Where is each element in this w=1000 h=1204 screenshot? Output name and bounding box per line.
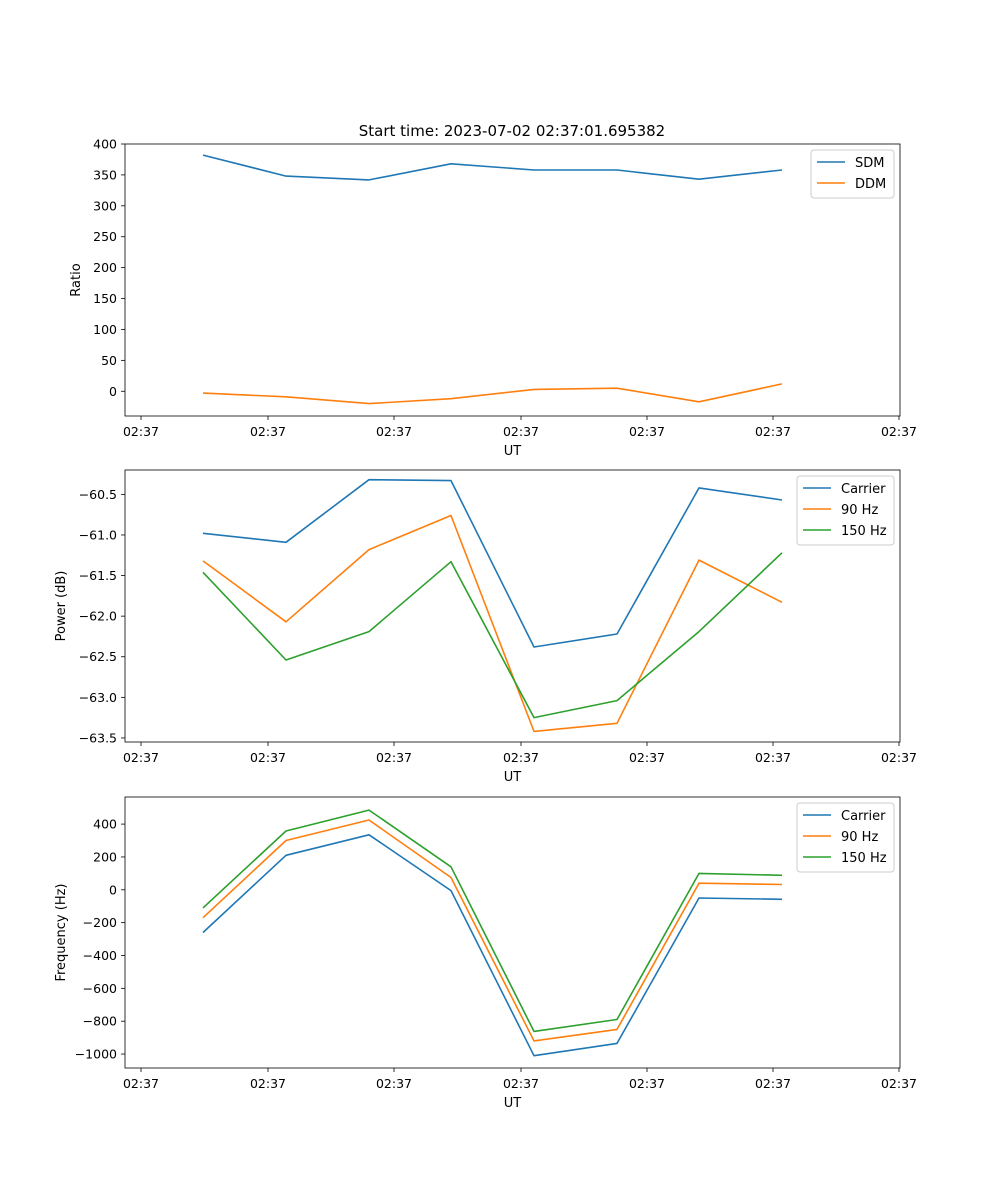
y-tick-label: −63.0 [79, 690, 117, 705]
axes-frame [124, 796, 901, 1069]
x-tick-label: 02:37 [123, 750, 159, 765]
x-axis-label: UT [504, 1096, 522, 1111]
legend-label: Carrier [841, 809, 886, 824]
y-tick-label: 150 [93, 291, 117, 306]
y-tick-label: −800 [83, 1014, 117, 1029]
y-tick-label: −61.0 [79, 527, 117, 542]
x-tick-label: 02:37 [881, 1076, 917, 1091]
series-line-ddm [202, 383, 783, 405]
y-tick-label: −62.5 [79, 649, 117, 664]
x-tick-label: 02:37 [629, 1076, 665, 1091]
y-tick-label: −62.0 [79, 609, 117, 624]
y-tick-label: 50 [101, 353, 117, 368]
legend [796, 475, 895, 546]
x-tick-label: 02:37 [123, 1076, 159, 1091]
series-line-90-hz [202, 514, 783, 733]
x-tick-label: 02:37 [376, 424, 412, 439]
power-panel: −63.5 −63.0 −62.5 −62.0 −61.5 −61.0 −60.5 02:37… [54, 469, 917, 785]
y-tick-label: 0 [109, 882, 117, 897]
axes-frame [124, 143, 901, 417]
series-line-sdm [202, 154, 783, 181]
y-tick-label: 400 [93, 137, 117, 152]
x-tick-label: 02:37 [755, 424, 791, 439]
y-tick-label: 300 [93, 198, 117, 213]
y-tick-label: 0 [109, 384, 117, 399]
x-tick-label: 02:37 [629, 750, 665, 765]
x-tick-label: 02:37 [376, 750, 412, 765]
legend-label: Carrier [841, 482, 886, 497]
y-tick-label: −61.5 [79, 568, 117, 583]
y-tick-label: 400 [93, 817, 117, 832]
y-axis-label: Ratio [69, 263, 84, 296]
x-tick-label: 02:37 [755, 1076, 791, 1091]
legend-label: 150 Hz [841, 851, 887, 866]
legend-label: DDM [855, 177, 886, 192]
series-line-150-hz [202, 552, 783, 719]
y-tick-label: 250 [93, 229, 117, 244]
legend-label: 90 Hz [841, 830, 878, 845]
series-line-90-hz [202, 819, 783, 1042]
x-tick-label: 02:37 [250, 1076, 286, 1091]
legend [796, 802, 895, 873]
y-tick-label: −400 [83, 948, 117, 963]
x-axis-label: UT [504, 770, 522, 785]
x-axis-label: UT [504, 444, 522, 459]
y-tick-label: −63.5 [79, 730, 117, 745]
ratio-panel: 0 50 100 150 200 250 300 350 400 02:37 02:37 02:37 0… [69, 137, 917, 460]
x-tick-label: 02:37 [503, 424, 539, 439]
x-tick-label: 02:37 [881, 424, 917, 439]
x-tick-label: 02:37 [250, 750, 286, 765]
x-tick-label: 02:37 [503, 750, 539, 765]
y-axis-label: Power (dB) [54, 571, 69, 642]
x-tick-label: 02:37 [629, 424, 665, 439]
y-tick-label: −60.5 [79, 487, 117, 502]
x-tick-label: 02:37 [123, 424, 159, 439]
y-tick-label: −200 [83, 915, 117, 930]
series-line-carrier [202, 478, 783, 648]
y-tick-label: 100 [93, 322, 117, 337]
series-line-carrier [202, 833, 783, 1057]
y-tick-label: −600 [83, 981, 117, 996]
x-tick-label: 02:37 [881, 750, 917, 765]
figure-title: Start time: 2023-07-02 02:37:01.695382 [359, 122, 665, 140]
x-tick-label: 02:37 [376, 1076, 412, 1091]
series-line-150-hz [202, 809, 783, 1033]
legend-label: SDM [855, 156, 884, 171]
x-tick-label: 02:37 [503, 1076, 539, 1091]
legend-label: 150 Hz [841, 524, 887, 539]
axes-frame [124, 469, 901, 743]
x-tick-label: 02:37 [755, 750, 791, 765]
y-tick-label: 350 [93, 167, 117, 182]
y-axis-label: Frequency (Hz) [54, 883, 69, 981]
y-tick-label: 200 [93, 849, 117, 864]
x-tick-label: 02:37 [250, 424, 286, 439]
frequency-panel: −1000 −800 −600 −400 −200 0 200 400 02:37 02:37 02… [54, 796, 917, 1111]
y-tick-label: −1000 [75, 1047, 117, 1062]
legend-label: 90 Hz [841, 503, 878, 518]
y-tick-label: 200 [93, 260, 117, 275]
